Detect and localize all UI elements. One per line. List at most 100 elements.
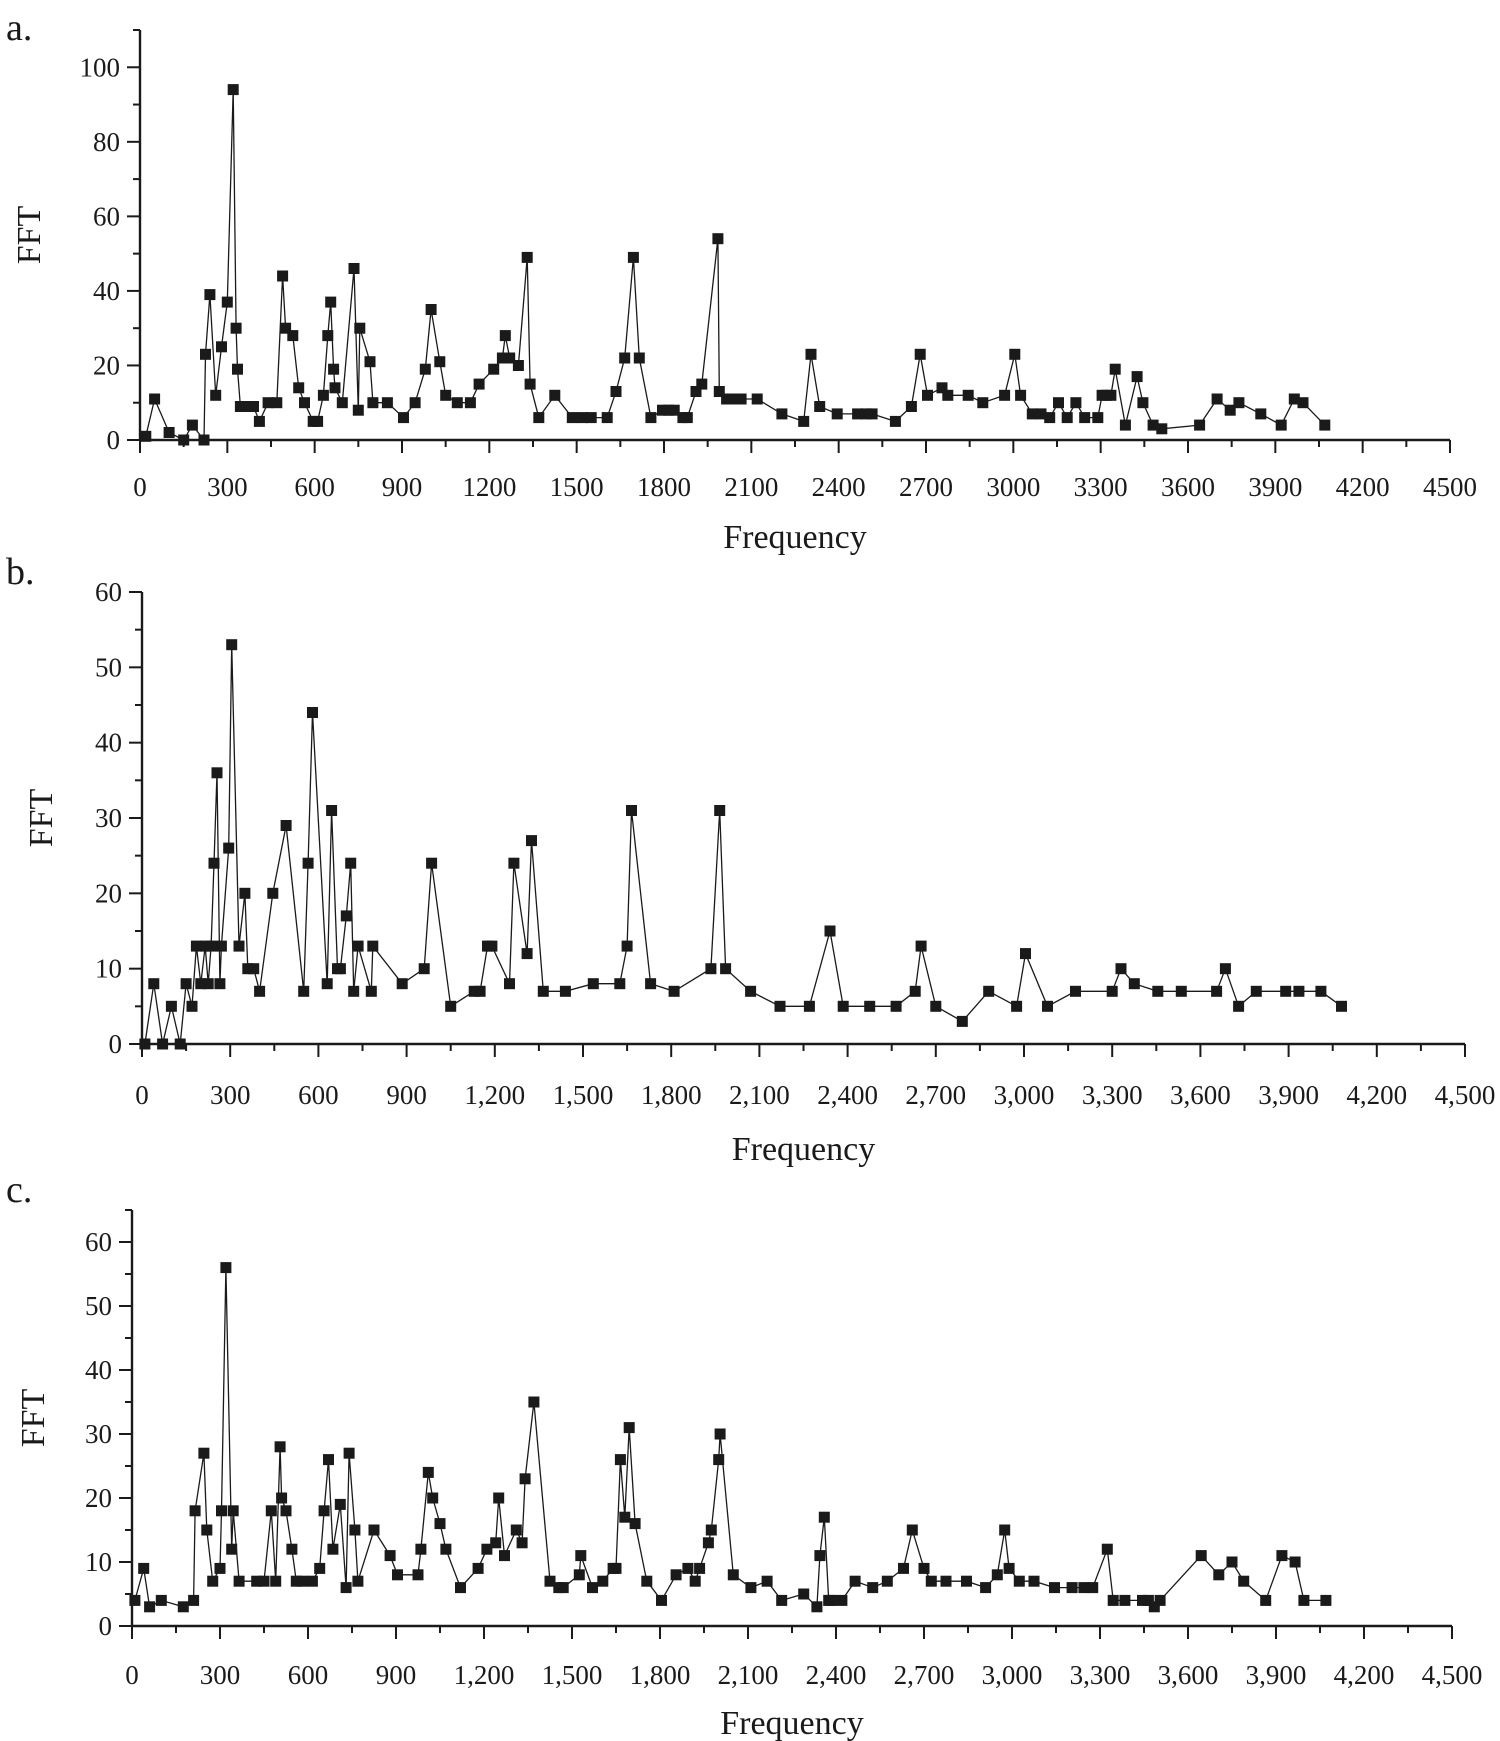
- x-tick-label: 1,500: [553, 1080, 614, 1110]
- y-tick-label: 100: [80, 52, 121, 82]
- data-point: [1250, 985, 1262, 997]
- data-point: [216, 1505, 227, 1517]
- data-point: [248, 963, 260, 975]
- series-line: [145, 89, 1326, 442]
- x-tick-label: 2,700: [894, 1660, 955, 1690]
- data-point: [713, 386, 725, 397]
- data-point: [215, 940, 227, 952]
- data-point: [165, 1000, 177, 1012]
- data-point: [326, 805, 338, 816]
- data-point: [633, 352, 645, 364]
- data-point: [811, 1601, 823, 1613]
- data-point: [585, 412, 597, 424]
- y-axis-label: FFT: [23, 788, 60, 847]
- data-point: [207, 1575, 219, 1587]
- data-point: [258, 1575, 270, 1587]
- data-point: [1211, 393, 1223, 405]
- data-point: [367, 397, 379, 409]
- data-point: [922, 389, 933, 401]
- data-point: [601, 412, 613, 424]
- data-point: [276, 1492, 288, 1504]
- data-point: [516, 1537, 528, 1549]
- data-point: [826, 1594, 838, 1606]
- data-point: [327, 1543, 339, 1555]
- data-point: [1293, 985, 1305, 997]
- data-point: [214, 1562, 226, 1574]
- data-point: [1109, 363, 1121, 375]
- y-tick-label: 30: [95, 803, 122, 833]
- data-point: [365, 985, 377, 997]
- data-point: [1195, 1550, 1207, 1562]
- data-point: [662, 404, 674, 416]
- data-point: [774, 1000, 786, 1012]
- chart-panel-2: b.0 300 600 900 1,200 1,500 1,800 2,100 2,400 2,7…: [6, 551, 1495, 1168]
- x-tick-label: 0: [125, 1660, 139, 1690]
- data-point: [211, 767, 223, 779]
- data-point: [702, 1537, 714, 1549]
- data-point: [805, 348, 817, 360]
- data-point: [329, 382, 341, 394]
- data-point: [621, 940, 633, 952]
- data-point: [210, 389, 222, 401]
- data-point: [645, 978, 657, 990]
- data-point: [720, 963, 732, 975]
- data-point: [336, 397, 348, 409]
- data-point: [623, 1422, 635, 1434]
- data-point: [942, 389, 954, 401]
- data-point: [1009, 348, 1021, 360]
- data-point: [274, 1441, 286, 1453]
- data-point: [1115, 963, 1127, 975]
- data-point: [977, 397, 989, 409]
- data-point: [180, 978, 192, 990]
- x-tick-label: 1,800: [630, 1660, 691, 1690]
- x-tick-label: 3,300: [1070, 1660, 1131, 1690]
- data-point: [837, 1000, 849, 1012]
- data-point: [735, 393, 747, 405]
- data-point: [384, 1550, 396, 1562]
- data-point: [864, 1000, 876, 1012]
- y-tick-label: 0: [107, 425, 121, 455]
- y-tick-label: 40: [95, 728, 122, 758]
- y-tick-label: 0: [99, 1611, 113, 1641]
- x-tick-label: 4,500: [1422, 1660, 1483, 1690]
- data-point: [889, 415, 901, 427]
- data-point: [1336, 1000, 1347, 1012]
- data-point: [302, 857, 314, 869]
- x-tick-label: 1200: [462, 472, 516, 502]
- data-point: [205, 940, 217, 952]
- x-tick-label: 2,700: [905, 1080, 966, 1110]
- data-point: [849, 1575, 861, 1587]
- data-point: [348, 985, 360, 997]
- data-point: [287, 330, 299, 342]
- data-point: [280, 1505, 292, 1517]
- data-point: [694, 1562, 706, 1574]
- data-point: [340, 910, 352, 922]
- x-tick-label: 2,400: [817, 1080, 878, 1110]
- data-point: [368, 1524, 380, 1536]
- data-point: [328, 363, 340, 375]
- data-point: [549, 389, 561, 401]
- data-point: [419, 363, 431, 375]
- data-point: [367, 940, 379, 952]
- data-point: [614, 1454, 626, 1466]
- data-point: [204, 289, 216, 301]
- data-point: [396, 978, 408, 990]
- data-point: [140, 430, 152, 442]
- data-point: [776, 408, 788, 420]
- data-point: [455, 1582, 466, 1594]
- data-point: [233, 1575, 245, 1587]
- x-axis-label: Frequency: [720, 1705, 864, 1741]
- data-point: [1128, 978, 1140, 990]
- data-point: [1156, 423, 1168, 435]
- data-point: [668, 985, 680, 997]
- data-point: [1070, 985, 1081, 997]
- data-point: [727, 1569, 739, 1581]
- data-point: [999, 389, 1011, 401]
- data-point: [991, 1569, 1003, 1581]
- data-point: [761, 1575, 773, 1587]
- data-point: [265, 1505, 277, 1517]
- x-tick-label: 3,900: [1246, 1660, 1307, 1690]
- data-point: [657, 404, 668, 416]
- x-tick-label: 3,000: [982, 1660, 1043, 1690]
